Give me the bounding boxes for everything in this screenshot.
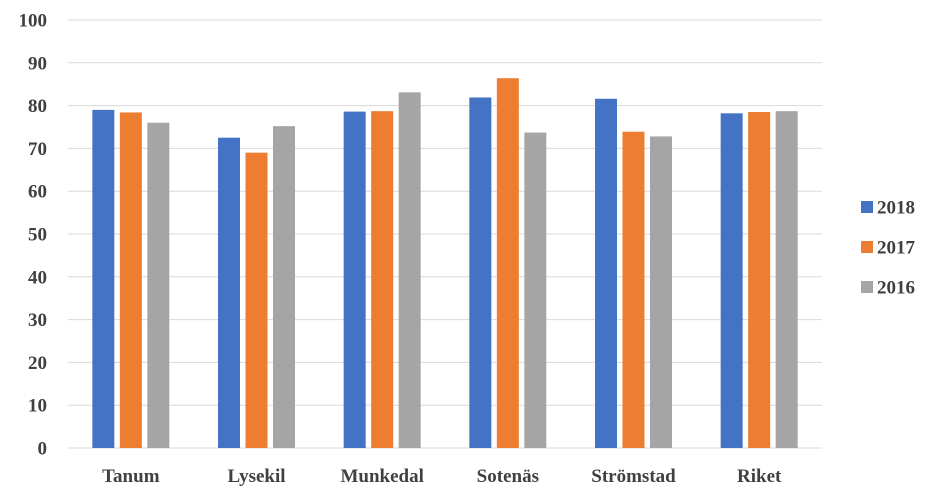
bar-2016-Strömstad — [650, 136, 672, 448]
x-tick-label: Munkedal — [340, 466, 423, 487]
y-tick-label: 80 — [28, 96, 47, 117]
y-tick-label: 0 — [38, 439, 48, 460]
y-tick-label: 40 — [28, 267, 47, 288]
x-tick-label: Tanum — [102, 466, 160, 487]
bar-2017-Lysekil — [245, 152, 268, 448]
gridlines — [68, 19, 822, 449]
y-tick-label: 60 — [28, 182, 47, 203]
y-tick-label: 10 — [28, 396, 47, 417]
legend-label: 2016 — [877, 278, 915, 299]
y-tick-label: 50 — [28, 225, 47, 246]
bar-2016-Munkedal — [398, 92, 421, 448]
bar-2018-Munkedal — [343, 111, 366, 448]
bar-2018-Tanum — [92, 109, 115, 448]
bar-2016-Sotenäs — [524, 132, 547, 448]
y-tick-label: 100 — [19, 11, 48, 32]
legend: 2018 2017 2016 — [861, 198, 916, 299]
bar-2017-Strömstad — [622, 131, 645, 448]
y-axis: 0 10 20 30 40 50 60 70 80 90 100 — [19, 11, 48, 460]
legend-swatch-2016 — [861, 281, 873, 293]
bars — [92, 78, 798, 449]
y-tick-label: 70 — [28, 139, 47, 160]
x-axis: Tanum Lysekil Munkedal Sotenäs Strömstad Rike… — [102, 466, 782, 487]
bar-2016-Tanum — [147, 122, 170, 448]
bar-2017-Munkedal — [371, 111, 394, 448]
legend-label: 2018 — [877, 198, 915, 219]
bar-2017-Riket — [748, 112, 771, 449]
x-tick-label: Riket — [737, 466, 782, 487]
bar-2016-Lysekil — [273, 126, 295, 449]
legend-label: 2017 — [877, 238, 916, 259]
y-tick-label: 90 — [28, 53, 47, 74]
bar-2017-Sotenäs — [496, 78, 519, 448]
bar-2017-Tanum — [119, 112, 142, 448]
y-tick-label: 20 — [28, 353, 47, 374]
bar-2018-Lysekil — [218, 137, 240, 448]
bar-2016-Riket — [775, 111, 798, 448]
bar-2018-Sotenäs — [469, 97, 492, 448]
x-tick-label: Lysekil — [227, 466, 285, 487]
y-tick-label: 30 — [28, 310, 47, 331]
x-tick-label: Sotenäs — [477, 466, 539, 487]
x-tick-label: Strömstad — [591, 466, 676, 487]
legend-swatch-2017 — [861, 241, 873, 253]
legend-swatch-2018 — [861, 201, 873, 213]
bar-2018-Riket — [720, 113, 743, 448]
bar-2018-Strömstad — [595, 98, 617, 448]
